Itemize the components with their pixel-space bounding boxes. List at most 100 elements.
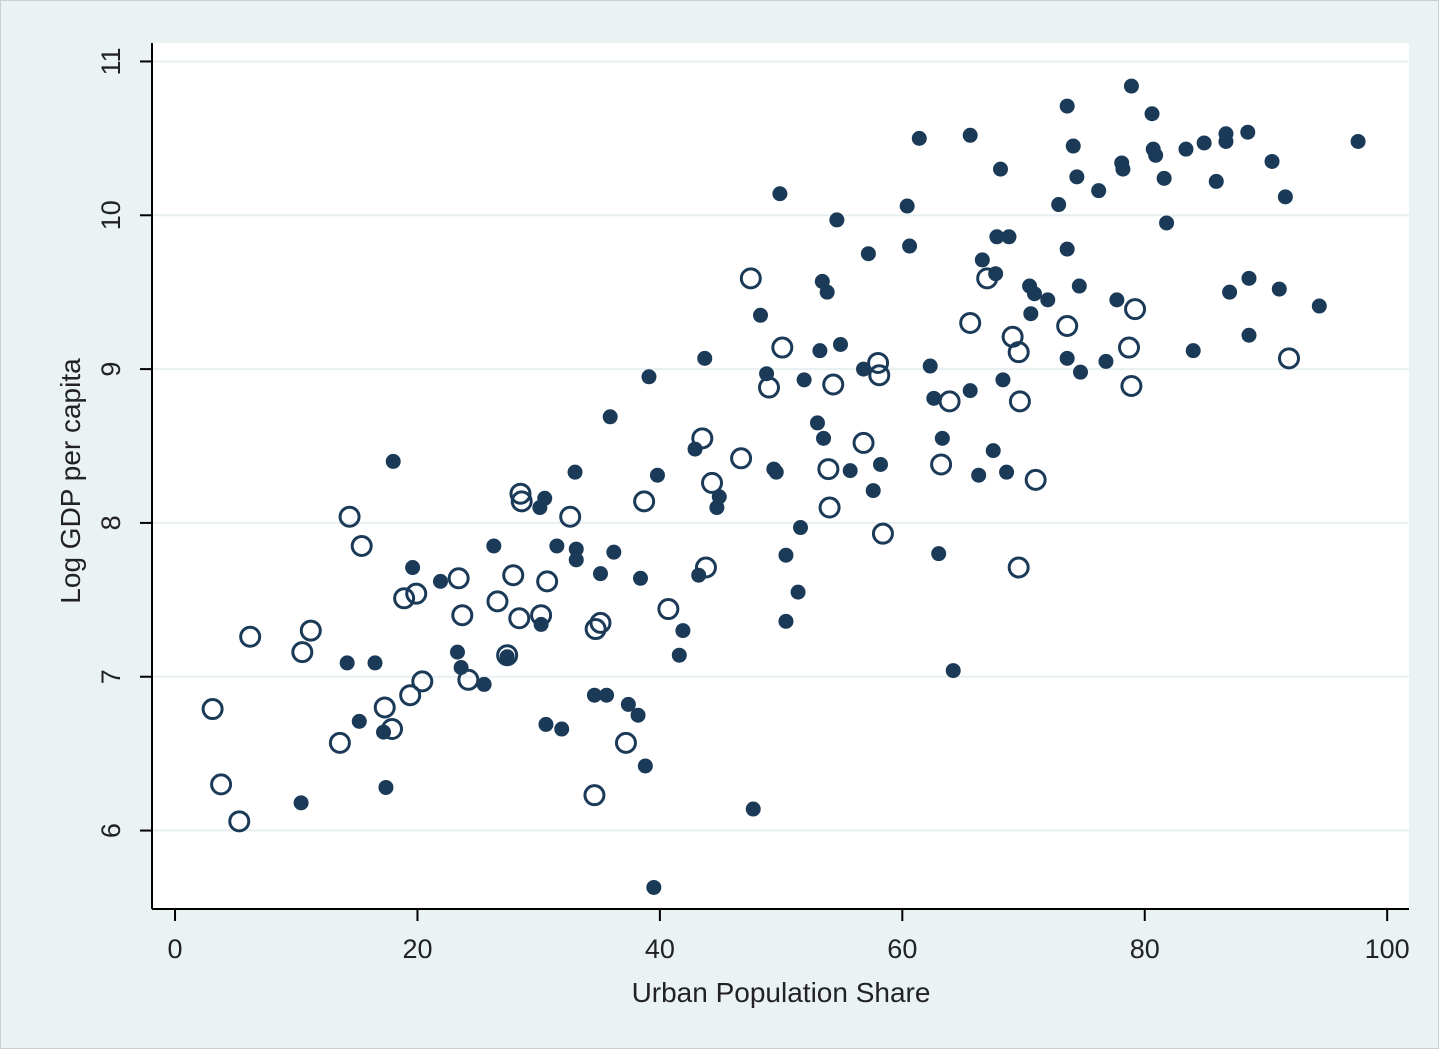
- data-point-hollow: [338, 505, 361, 528]
- data-point-hollow: [451, 604, 474, 627]
- data-point-filled: [1241, 327, 1257, 343]
- data-point-hollow: [1124, 298, 1147, 321]
- data-point-filled: [902, 238, 918, 254]
- data-point-hollow: [210, 773, 233, 796]
- data-point-hollow: [589, 611, 612, 634]
- data-point-filled: [1059, 350, 1075, 366]
- data-point-filled: [985, 443, 1001, 459]
- data-point-filled: [602, 409, 618, 425]
- data-point-filled: [378, 779, 394, 795]
- data-point-filled: [1196, 135, 1212, 151]
- data-point-filled: [793, 520, 809, 536]
- data-point-hollow: [457, 668, 480, 691]
- y-tick-label: 10: [96, 200, 126, 230]
- data-point-filled: [367, 655, 383, 671]
- data-point-filled: [833, 336, 849, 352]
- data-point-hollow: [509, 482, 532, 505]
- data-point-hollow: [393, 587, 416, 610]
- data-point-filled: [1001, 229, 1017, 245]
- x-tick-label: 60: [887, 934, 917, 964]
- data-point-filled: [1144, 106, 1160, 122]
- x-axis-title: Urban Population Share: [632, 977, 931, 1008]
- data-point-hollow: [1277, 347, 1300, 370]
- data-point-hollow: [871, 522, 894, 545]
- data-point-filled: [293, 795, 309, 811]
- y-tick-label: 6: [96, 823, 126, 838]
- data-point-filled: [1156, 170, 1172, 186]
- data-point-filled: [790, 584, 806, 600]
- data-point-hollow: [657, 598, 680, 621]
- data-points: [201, 78, 1366, 895]
- data-point-hollow: [508, 607, 531, 630]
- data-point-filled: [1277, 189, 1293, 205]
- data-point-hollow: [1007, 556, 1030, 579]
- data-point-filled: [865, 483, 881, 499]
- data-point-filled: [1098, 353, 1114, 369]
- data-point-filled: [1023, 306, 1039, 322]
- data-point-filled: [1208, 173, 1224, 189]
- data-point-filled: [809, 415, 825, 431]
- data-point-hollow: [771, 336, 794, 359]
- data-point-filled: [632, 570, 648, 586]
- data-point-filled: [486, 538, 502, 554]
- data-point-filled: [796, 372, 812, 388]
- data-point-hollow: [614, 731, 637, 754]
- data-point-filled: [1311, 298, 1327, 314]
- data-point-hollow: [1117, 336, 1140, 359]
- data-point-filled: [873, 456, 889, 472]
- data-point-filled: [1069, 169, 1085, 185]
- data-point-filled: [745, 801, 761, 817]
- data-point-filled: [549, 538, 565, 554]
- data-point-hollow: [938, 390, 961, 413]
- data-point-hollow: [530, 604, 553, 627]
- data-point-hollow: [399, 684, 422, 707]
- data-point-hollow: [1024, 468, 1047, 491]
- data-point-filled: [1271, 281, 1287, 297]
- data-point-filled: [778, 613, 794, 629]
- data-point-filled: [1071, 278, 1087, 294]
- data-point-filled: [339, 655, 355, 671]
- data-point-filled: [812, 343, 828, 359]
- data-point-filled: [1109, 292, 1125, 308]
- data-point-filled: [1185, 343, 1201, 359]
- data-point-filled: [1065, 138, 1081, 154]
- data-point-filled: [1218, 133, 1234, 149]
- data-point-hollow: [299, 619, 322, 642]
- data-point-hollow: [701, 471, 724, 494]
- data-point-filled: [931, 546, 947, 562]
- y-tick-label: 8: [96, 515, 126, 530]
- data-point-hollow: [411, 670, 434, 693]
- data-point-filled: [1040, 292, 1056, 308]
- data-point-filled: [1240, 124, 1256, 140]
- data-point-filled: [385, 453, 401, 469]
- data-point-hollow: [405, 582, 428, 605]
- data-point-hollow: [633, 490, 656, 513]
- data-point-filled: [1026, 286, 1042, 302]
- data-point-filled: [1222, 284, 1238, 300]
- data-point-filled: [1159, 215, 1175, 231]
- data-point-hollow: [1056, 315, 1079, 338]
- data-point-filled: [568, 552, 584, 568]
- data-point-filled: [1059, 98, 1075, 114]
- data-point-hollow: [584, 618, 607, 641]
- data-point-hollow: [502, 564, 525, 587]
- data-point-filled: [816, 430, 832, 446]
- data-point-hollow: [536, 570, 559, 593]
- data-point-hollow: [496, 644, 519, 667]
- data-point-filled: [1148, 147, 1164, 163]
- data-point-hollow: [291, 641, 314, 664]
- data-point-hollow: [447, 567, 470, 590]
- x-tick-label: 40: [645, 934, 675, 964]
- data-point-filled: [1115, 161, 1131, 177]
- data-point-filled: [567, 464, 583, 480]
- data-point-hollow: [739, 267, 762, 290]
- data-point-hollow: [976, 267, 999, 290]
- data-point-filled: [842, 463, 858, 479]
- data-point-filled: [971, 467, 987, 483]
- data-point-filled: [962, 383, 978, 399]
- data-point-filled: [449, 644, 465, 660]
- data-point-filled: [599, 687, 615, 703]
- data-point-filled: [926, 390, 942, 406]
- data-point-filled: [1350, 133, 1366, 149]
- x-tick-label: 20: [402, 934, 432, 964]
